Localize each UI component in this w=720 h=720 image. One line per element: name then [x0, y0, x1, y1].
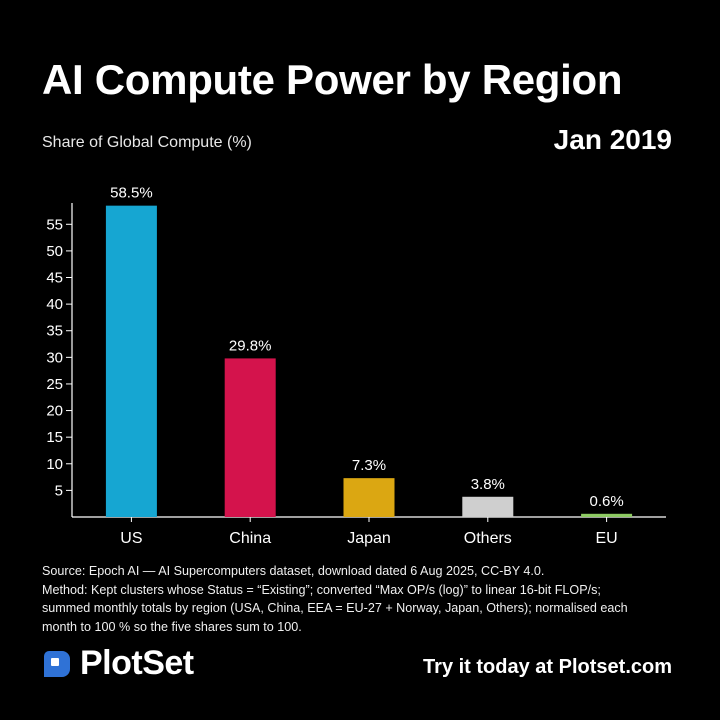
brand-name: PlotSet	[80, 644, 194, 682]
y-tick-label: 40	[46, 296, 63, 313]
y-tick-label: 50	[46, 243, 63, 260]
y-tick-label: 15	[46, 429, 63, 446]
bar	[224, 358, 276, 517]
x-tick-label: Japan	[347, 530, 391, 547]
x-tick-label: Others	[464, 530, 512, 547]
y-tick-label: 55	[46, 216, 63, 233]
bar	[462, 496, 514, 517]
x-tick-label: US	[120, 530, 142, 547]
footnote: Source: Epoch AI — AI Supercomputers dat…	[42, 562, 682, 636]
y-tick-label: 25	[46, 376, 63, 393]
bar-value-label: 3.8%	[471, 476, 505, 493]
chart-title: AI Compute Power by Region	[42, 56, 623, 103]
x-tick-label: China	[229, 530, 271, 547]
y-tick-label: 45	[46, 270, 63, 287]
bar-value-label: 58.5%	[110, 185, 153, 202]
y-tick-label: 20	[46, 403, 63, 420]
y-tick-label: 5	[55, 482, 63, 499]
bar-chart: 5 10 15 20 25 30 35 40 45 50 55 58.5% US 29.8% China 7.…	[46, 185, 666, 547]
bar-value-label: 29.8%	[229, 337, 272, 354]
cta-link[interactable]: Try it today at Plotset.com	[423, 656, 672, 678]
bar	[581, 513, 633, 517]
x-tick-label: EU	[595, 530, 617, 547]
footnote-method-1: Method: Kept clusters whose Status = “Ex…	[42, 582, 601, 597]
bar-value-label: 0.6%	[589, 493, 623, 510]
footnote-method-2: summed monthly totals by region (USA, Ch…	[42, 601, 628, 615]
y-tick-label: 10	[46, 456, 63, 473]
bar-value-label: 7.3%	[352, 457, 386, 474]
footnote-method-3: month to 100 % so the five shares sum to…	[42, 619, 302, 634]
y-tick-label: 35	[46, 323, 63, 340]
plotset-logo-icon	[44, 650, 70, 677]
footnote-source: Source: Epoch AI — AI Supercomputers dat…	[42, 564, 545, 578]
chart-subtitle: Share of Global Compute (%)	[42, 134, 252, 151]
date-label: Jan 2019	[553, 124, 672, 155]
bar	[105, 205, 157, 517]
brand: PlotSet	[42, 644, 194, 683]
bar	[343, 478, 395, 517]
y-tick-label: 30	[46, 349, 63, 366]
